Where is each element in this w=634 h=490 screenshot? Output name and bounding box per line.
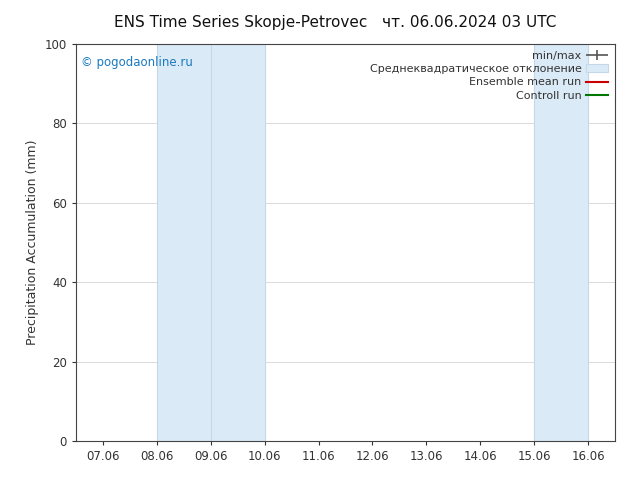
Text: ENS Time Series Skopje-Petrovec: ENS Time Series Skopje-Petrovec xyxy=(114,15,368,30)
Text: чт. 06.06.2024 03 UTC: чт. 06.06.2024 03 UTC xyxy=(382,15,557,30)
Bar xyxy=(534,44,588,441)
Legend: min/max, Среднеквадратическое отклонение, Ensemble mean run, Controll run: min/max, Среднеквадратическое отклонение… xyxy=(366,48,612,104)
Y-axis label: Precipitation Accumulation (mm): Precipitation Accumulation (mm) xyxy=(26,140,39,345)
Bar xyxy=(157,44,265,441)
Text: © pogodaonline.ru: © pogodaonline.ru xyxy=(81,56,193,69)
